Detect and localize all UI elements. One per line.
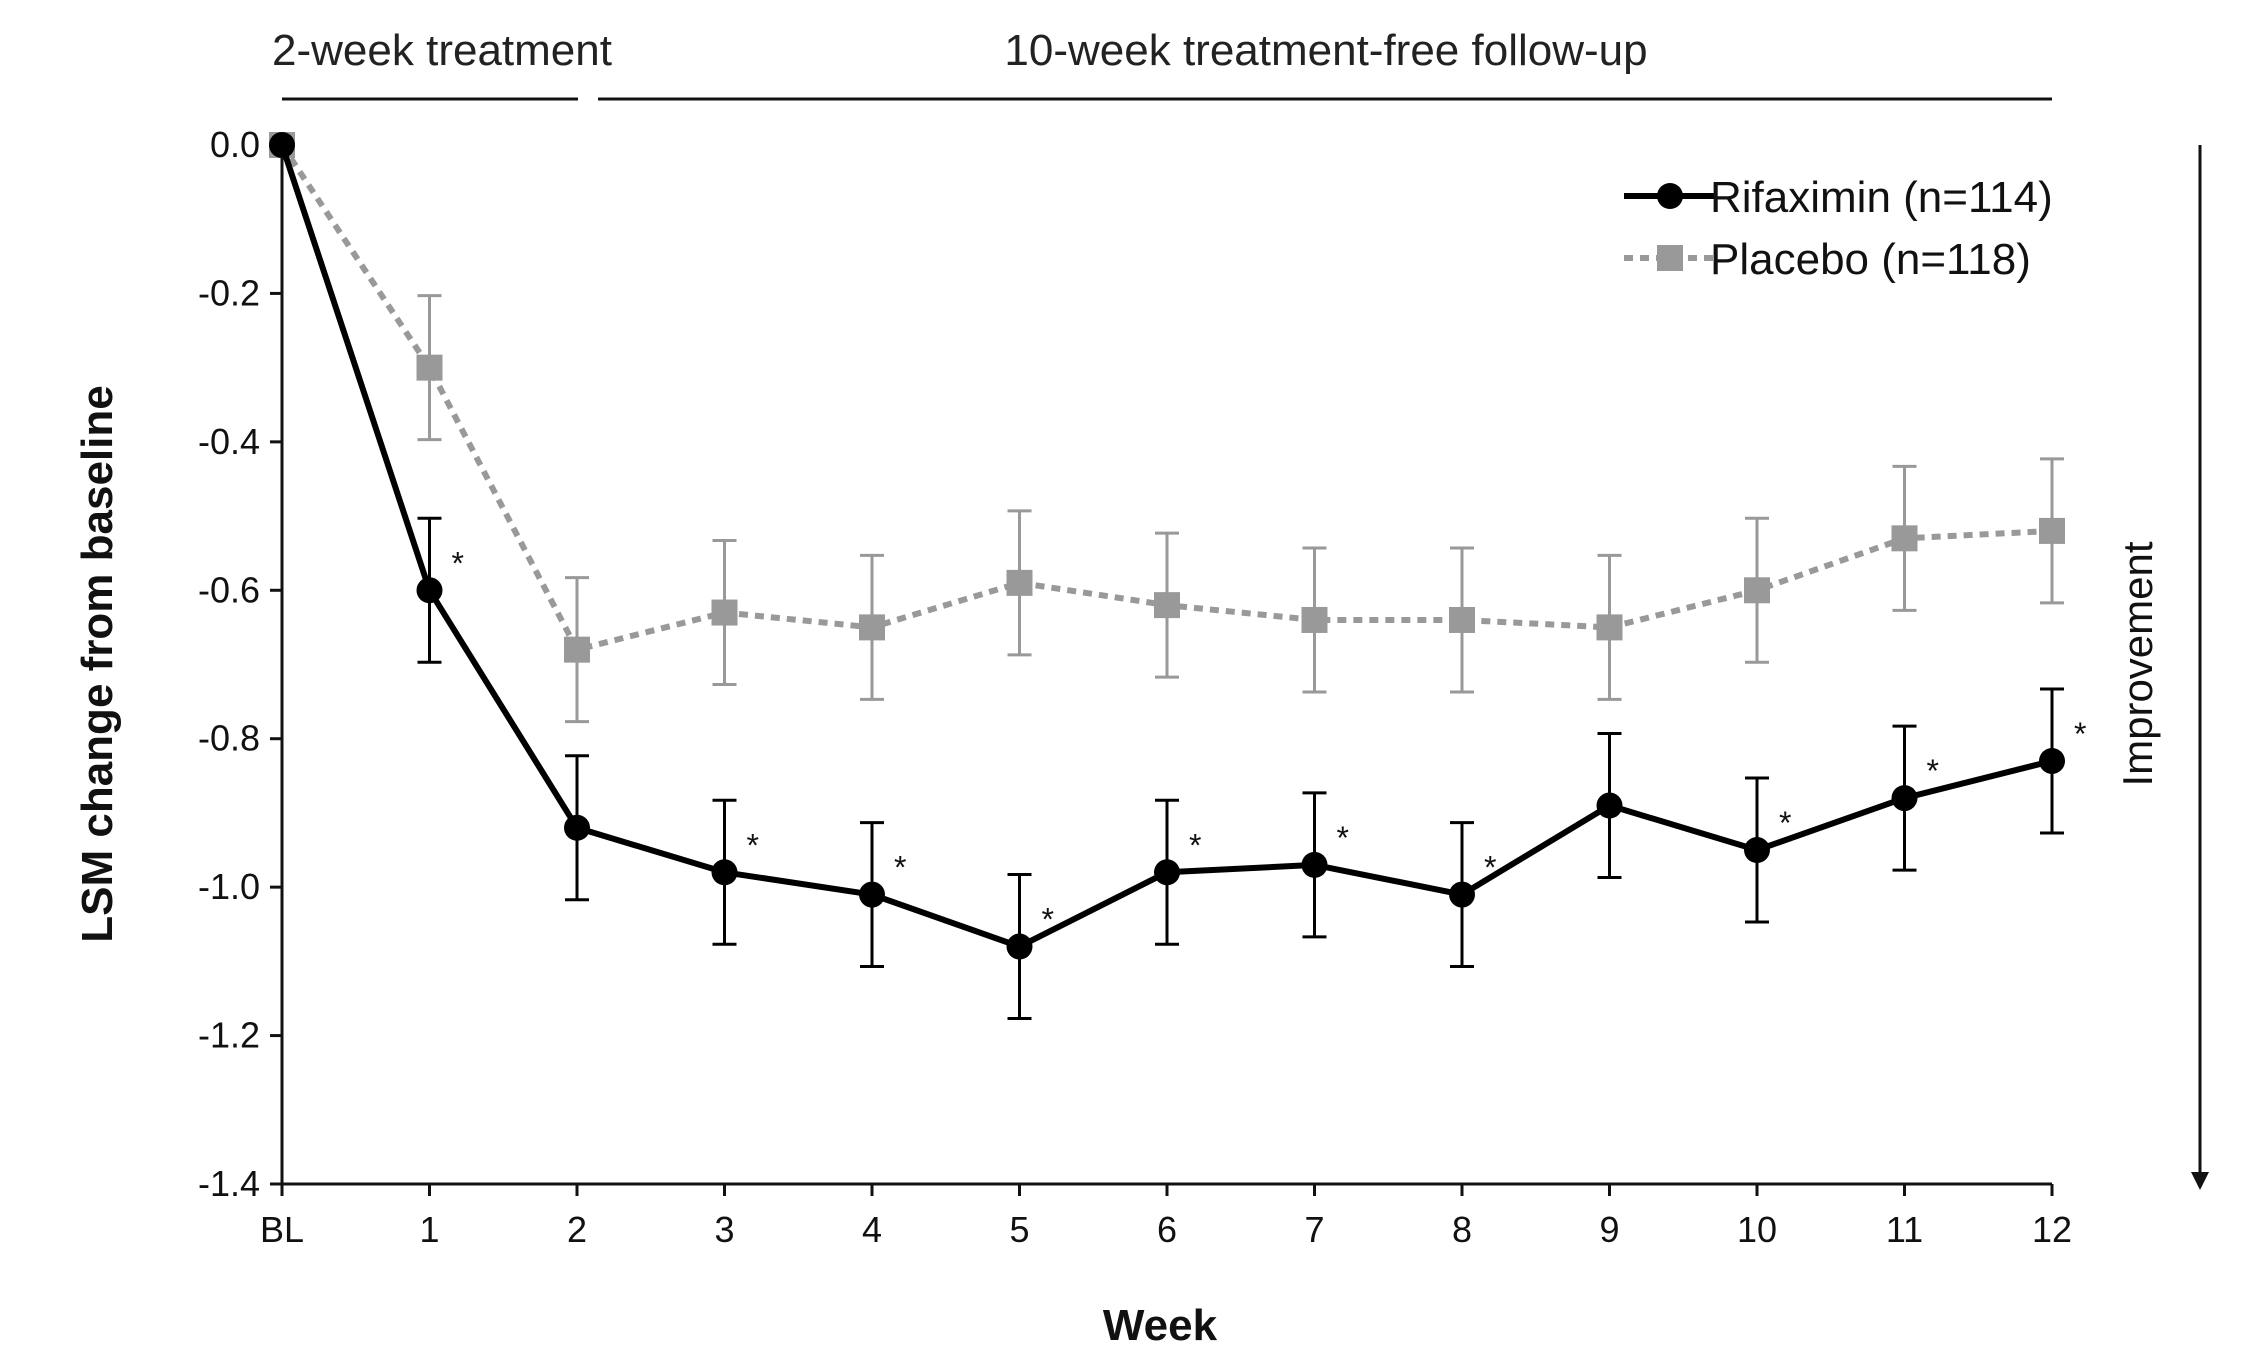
x-tick-label: BL — [260, 1209, 304, 1250]
x-tick-label: 12 — [2032, 1209, 2072, 1250]
x-tick-label: 3 — [714, 1209, 734, 1250]
y-tick-label: -0.8 — [198, 718, 260, 759]
legend-item-placebo: Placebo (n=118) — [1624, 235, 2031, 284]
significance-marker: * — [1779, 805, 1791, 841]
data-point — [1006, 569, 1033, 596]
data-point — [1154, 859, 1180, 886]
data-point — [711, 859, 738, 886]
data-point — [1006, 933, 1033, 960]
data-point — [269, 132, 295, 158]
x-tick-label: 5 — [1009, 1209, 1029, 1250]
period-label-follow-up: 10-week treatment-free follow-up — [1004, 26, 1647, 75]
x-axis-title: Week — [1103, 1301, 1218, 1350]
data-point — [1596, 792, 1623, 819]
data-point — [416, 354, 443, 381]
x-tick-label: 8 — [1452, 1209, 1472, 1250]
significance-marker: * — [747, 827, 759, 863]
y-tick-label: -1.0 — [198, 866, 260, 907]
data-point — [1891, 785, 1918, 812]
data-point — [1744, 577, 1770, 604]
legend-label-rifaximin: Rifaximin (n=114) — [1710, 173, 2053, 222]
x-tick-label: 9 — [1599, 1209, 1619, 1250]
data-point — [711, 599, 738, 626]
significance-marker: * — [452, 545, 464, 581]
data-point — [1891, 525, 1918, 552]
series-rifaximin: * * * * * * * * * * — [269, 132, 2086, 1021]
data-point — [2039, 517, 2065, 544]
data-point — [2039, 747, 2065, 774]
series-placebo — [269, 132, 2065, 724]
data-point — [1154, 592, 1180, 619]
y-axis-ticks: 0.0 -0.2 -0.4 -0.6 -0.8 -1.0 -1.2 -1.4 — [198, 124, 282, 1204]
series-layer: * * * * * * * * * * — [269, 132, 2086, 1021]
legend-item-rifaximin: Rifaximin (n=114) — [1624, 173, 2053, 222]
data-point — [1744, 837, 1770, 864]
data-point — [859, 614, 885, 641]
x-tick-label: 4 — [862, 1209, 882, 1250]
x-tick-label: 6 — [1157, 1209, 1177, 1250]
significance-marker: * — [1189, 827, 1201, 863]
data-point — [1596, 614, 1623, 641]
legend-marker-placebo — [1657, 245, 1683, 271]
data-point — [564, 814, 590, 841]
data-point — [1301, 851, 1328, 878]
x-tick-label: 10 — [1737, 1209, 1777, 1250]
period-label-treatment: 2-week treatment — [272, 26, 612, 75]
y-tick-label: -0.2 — [198, 272, 260, 313]
significance-marker: * — [2074, 716, 2086, 752]
x-tick-label: 7 — [1304, 1209, 1324, 1250]
y-tick-label: 0.0 — [210, 124, 260, 165]
period-annotations: 2-week treatment 10-week treatment-free … — [272, 26, 2052, 101]
legend-label-placebo: Placebo (n=118) — [1710, 235, 2031, 284]
data-point — [1301, 606, 1328, 633]
data-point — [1449, 881, 1475, 908]
legend-marker-rifaximin — [1657, 183, 1683, 209]
improvement-label: Improvement — [2114, 541, 2161, 786]
data-point — [416, 577, 443, 604]
legend: Rifaximin (n=114) Placebo (n=118) — [1624, 173, 2053, 284]
x-tick-label: 11 — [1886, 1209, 1923, 1250]
y-tick-label: -1.4 — [198, 1163, 260, 1204]
significance-marker: * — [894, 850, 906, 886]
improvement-arrow-head — [2191, 1172, 2209, 1190]
y-tick-label: -0.4 — [198, 421, 260, 462]
improvement-annotation: Improvement — [2114, 145, 2209, 1190]
x-tick-label: 1 — [419, 1209, 439, 1250]
significance-marker: * — [1337, 820, 1349, 856]
y-tick-label: -1.2 — [198, 1015, 260, 1056]
significance-marker: * — [1927, 753, 1939, 789]
data-point — [859, 881, 885, 908]
x-axis-ticks: BL 1 2 3 4 5 6 7 8 9 10 11 12 — [260, 1184, 2072, 1250]
data-point — [1449, 606, 1475, 633]
y-axis-title: LSM change from baseline — [73, 385, 122, 942]
x-tick-label: 2 — [567, 1209, 587, 1250]
significance-marker: * — [1484, 850, 1496, 886]
data-point — [564, 636, 590, 663]
y-tick-label: -0.6 — [198, 569, 260, 610]
significance-marker: * — [1042, 902, 1054, 938]
